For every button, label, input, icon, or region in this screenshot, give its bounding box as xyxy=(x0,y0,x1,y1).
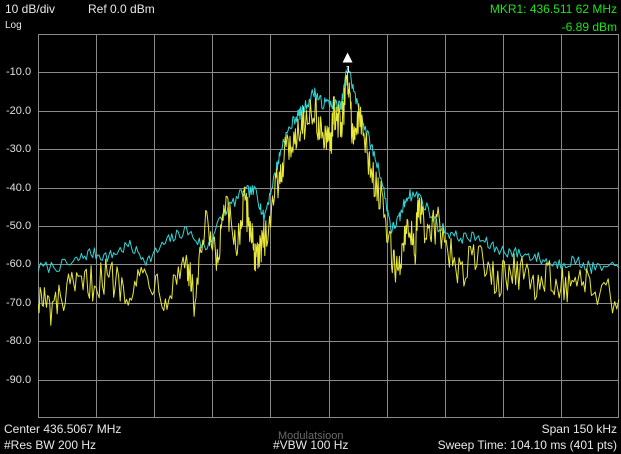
marker-triangle[interactable] xyxy=(342,52,353,63)
watermark-text: Modulatsioon xyxy=(278,430,344,442)
trace-max-hold xyxy=(38,67,619,274)
y-tick-label: -60.0 xyxy=(6,258,32,271)
frequency-span: Span 150 kHz xyxy=(541,422,617,436)
sweep-time: Sweep Time: 104.10 ms (401 pts) xyxy=(437,438,617,452)
y-tick-label: -20.0 xyxy=(6,104,32,117)
y-tick-label: -70.0 xyxy=(6,296,32,309)
scale-type: Log xyxy=(5,20,22,31)
scale-per-division: 10 dB/div xyxy=(5,2,56,16)
traces xyxy=(38,67,619,326)
y-tick-label: -30.0 xyxy=(6,143,32,156)
y-tick-label: -80.0 xyxy=(6,335,32,348)
resolution-bandwidth: #Res BW 200 Hz xyxy=(4,438,97,452)
y-tick-label: -50.0 xyxy=(6,220,32,232)
y-tick-label: -40.0 xyxy=(6,181,32,194)
y-tick-label: -90.0 xyxy=(6,373,32,386)
trace-live xyxy=(38,72,619,326)
center-frequency: Center 436.5067 MHz xyxy=(4,422,122,436)
marker-amplitude-readout: -6.89 dBm xyxy=(561,20,617,34)
spectrum-plot: 1 xyxy=(38,34,619,418)
reference-level: Ref 0.0 dBm xyxy=(88,2,155,16)
marker-frequency-readout: MKR1: 436.511 62 MHz xyxy=(489,2,617,16)
marker-1: 1 xyxy=(342,52,353,75)
graticule xyxy=(38,34,619,418)
y-tick-label: -10.0 xyxy=(6,66,32,79)
video-bandwidth: #VBW 100 Hz xyxy=(273,438,349,452)
marker-number-label: 1 xyxy=(346,65,352,75)
